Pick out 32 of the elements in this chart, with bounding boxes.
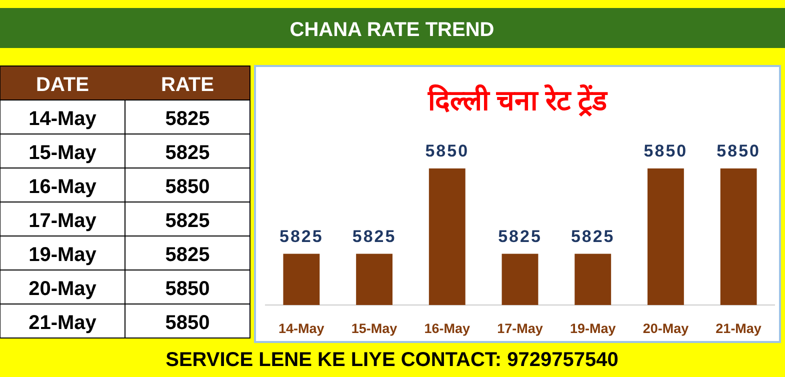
- category-label: 14-May: [28, 108, 96, 130]
- x-tick-label: 19-May: [570, 321, 616, 336]
- text: 5850: [165, 278, 210, 300]
- text: 5825: [165, 142, 210, 164]
- category-label: 19-May: [28, 244, 96, 266]
- text: DATE: [36, 74, 89, 96]
- x-tick-label: 14-May: [278, 321, 325, 336]
- x-tick-label: 21-May: [716, 321, 762, 336]
- chart-title: CHANA RATE TREND: [290, 19, 494, 41]
- x-tick-label: 15-May: [351, 321, 398, 336]
- category-label: 15-May: [28, 142, 96, 164]
- text: 5850: [165, 176, 210, 198]
- text: 5850: [165, 312, 210, 334]
- text: RATE: [161, 74, 214, 96]
- text: दिल्ली चना रेट ट्रेंड: [426, 84, 608, 117]
- data-label: 5825: [280, 226, 324, 246]
- category-label: 17-May: [28, 210, 96, 232]
- data-label: 5850: [644, 141, 688, 160]
- data-label: 5850: [425, 141, 470, 160]
- data-label: 5825: [352, 226, 396, 246]
- x-tick-label: 20-May: [642, 321, 690, 336]
- category-label: 20-May: [28, 278, 96, 300]
- text: 5825: [165, 244, 210, 266]
- x-tick-label: 16-May: [424, 321, 471, 336]
- data-label: 5825: [570, 226, 615, 246]
- data-label: 5850: [716, 141, 760, 160]
- text: 5825: [165, 108, 210, 130]
- data-label: 5825: [498, 226, 542, 246]
- category-label: 16-May: [28, 176, 96, 198]
- text: 5825: [165, 210, 210, 232]
- x-tick-label: 17-May: [497, 321, 544, 336]
- text: SERVICE LENE KE LIYE CONTACT: 9729757540: [166, 349, 618, 371]
